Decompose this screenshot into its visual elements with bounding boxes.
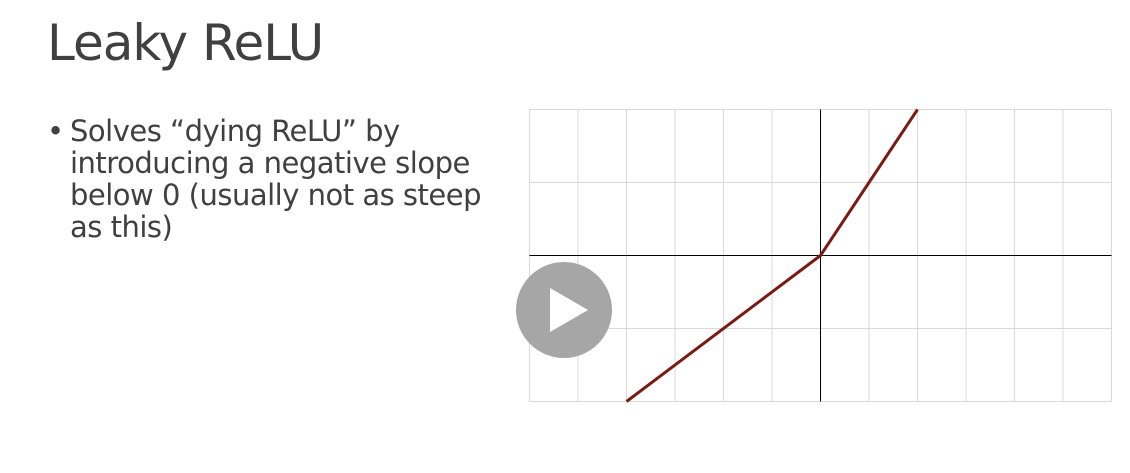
- bullet-text: Solves “dying ReLU” by introducing a neg…: [70, 114, 481, 244]
- leaky-relu-line: [625, 108, 919, 403]
- bullet-dot: •: [47, 114, 64, 148]
- leaky-relu-chart: [529, 108, 1112, 403]
- slide-title: Leaky ReLU: [47, 14, 324, 72]
- play-icon: [550, 288, 588, 332]
- bullet-list: • Solves “dying ReLU” by introducing a n…: [47, 115, 487, 243]
- play-button[interactable]: [516, 262, 612, 358]
- bullet-item: • Solves “dying ReLU” by introducing a n…: [47, 115, 487, 243]
- series-layer: [625, 108, 919, 403]
